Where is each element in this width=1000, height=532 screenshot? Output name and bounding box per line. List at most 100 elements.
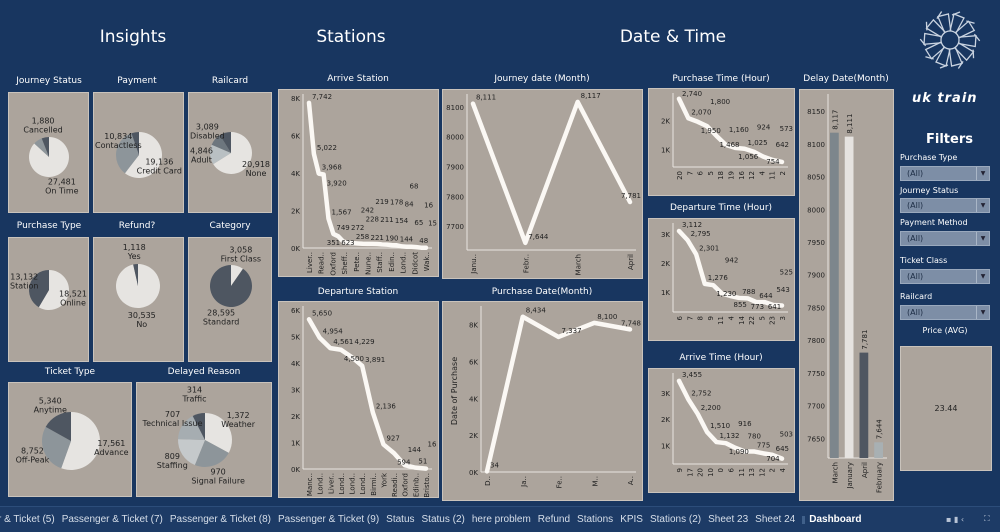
data-point[interactable] bbox=[763, 300, 767, 304]
tab-here-problem[interactable]: here problem bbox=[471, 514, 531, 525]
pie-slice[interactable] bbox=[205, 413, 232, 453]
pie-slice[interactable] bbox=[210, 144, 231, 165]
tab-status-2[interactable]: Status (2) bbox=[421, 514, 465, 525]
arrive-time-chart[interactable]: 1K 2K 3K 9 17 20 10 0 6 11 13 12 2 4 3,455 2,752 2,200 1,… bbox=[648, 368, 795, 493]
series-line[interactable] bbox=[306, 317, 429, 471]
tab-sheet-23[interactable]: Sheet 23 bbox=[708, 514, 749, 525]
pie-slice[interactable] bbox=[42, 426, 71, 469]
data-point[interactable] bbox=[523, 241, 527, 245]
data-point[interactable] bbox=[403, 463, 407, 467]
data-point[interactable] bbox=[346, 241, 350, 245]
data-point[interactable] bbox=[677, 229, 681, 233]
series-line[interactable] bbox=[676, 96, 785, 165]
data-point[interactable] bbox=[380, 242, 384, 246]
pie-slice[interactable] bbox=[231, 265, 243, 286]
data-point[interactable] bbox=[696, 412, 700, 416]
data-point[interactable] bbox=[341, 239, 345, 243]
data-point[interactable] bbox=[351, 241, 355, 245]
data-point[interactable] bbox=[385, 243, 389, 247]
data-point[interactable] bbox=[392, 451, 396, 455]
tab-dashboard[interactable]: Dashboard bbox=[809, 514, 862, 525]
data-point[interactable] bbox=[780, 457, 784, 461]
data-point[interactable] bbox=[361, 242, 365, 246]
data-point[interactable] bbox=[628, 200, 632, 204]
data-point[interactable] bbox=[754, 300, 758, 304]
data-point[interactable] bbox=[705, 430, 709, 434]
pie-slice[interactable] bbox=[213, 132, 252, 174]
data-point[interactable] bbox=[737, 296, 741, 300]
pie-slice[interactable] bbox=[61, 412, 100, 470]
data-point[interactable] bbox=[761, 451, 765, 455]
data-point[interactable] bbox=[686, 238, 690, 242]
data-point[interactable] bbox=[360, 364, 364, 368]
data-point[interactable] bbox=[521, 315, 525, 319]
bar[interactable] bbox=[874, 442, 883, 458]
arrive-station-chart[interactable]: 0K 2K 4K 6K 8K Liver.. Read.. Oxford Sheff.. Pete… bbox=[278, 89, 439, 277]
pie-slice[interactable] bbox=[34, 138, 49, 157]
data-point[interactable] bbox=[724, 143, 728, 147]
data-point[interactable] bbox=[576, 100, 580, 104]
data-point[interactable] bbox=[677, 97, 681, 101]
data-point[interactable] bbox=[381, 442, 385, 446]
data-point[interactable] bbox=[714, 440, 718, 444]
pie-slice[interactable] bbox=[116, 133, 139, 174]
bar[interactable] bbox=[859, 352, 869, 458]
data-point[interactable] bbox=[592, 321, 596, 325]
category-pie[interactable]: 3,058 First Class 28,595 Standard bbox=[188, 237, 272, 362]
pie-slice[interactable] bbox=[178, 415, 205, 440]
series-line[interactable] bbox=[484, 314, 633, 474]
data-point[interactable] bbox=[424, 246, 428, 250]
payment-pie[interactable]: 19,136 Credit Card 10,834 Contactless bbox=[93, 92, 184, 213]
data-point[interactable] bbox=[714, 134, 718, 138]
purchase-time-chart[interactable]: 1K 2K 20 7 6 5 18 19 16 12 4 11 2 2,740 2,070 1,950 1,80… bbox=[648, 88, 795, 196]
data-point[interactable] bbox=[336, 234, 340, 238]
pie-slice[interactable] bbox=[178, 439, 205, 466]
data-point[interactable] bbox=[694, 252, 698, 256]
bar[interactable] bbox=[830, 132, 839, 458]
data-point[interactable] bbox=[771, 453, 775, 457]
data-point[interactable] bbox=[743, 147, 747, 151]
journey-status-filter[interactable]: (All) ▼ bbox=[900, 198, 990, 213]
ticket-type-pie[interactable]: 17,561 Advance 8,752 Off-Peak 5,340 Anytime bbox=[8, 382, 132, 497]
data-point[interactable] bbox=[780, 160, 784, 164]
data-point[interactable] bbox=[696, 120, 700, 124]
data-point[interactable] bbox=[771, 303, 775, 307]
chevron-down-icon[interactable]: ▼ bbox=[976, 167, 989, 180]
pie-slice[interactable] bbox=[219, 132, 231, 153]
data-point[interactable] bbox=[485, 469, 489, 473]
purchase-date-chart[interactable]: 0K 2K 4K 6K 8K Date of Purchase D.. Ja.. Fe.. M..… bbox=[442, 301, 643, 501]
chevron-down-icon[interactable]: ▼ bbox=[976, 306, 989, 319]
data-point[interactable] bbox=[366, 242, 369, 246]
data-point[interactable] bbox=[371, 410, 375, 414]
payment-method-filter[interactable]: (All) ▼ bbox=[900, 231, 990, 246]
railcard-filter[interactable]: (All) ▼ bbox=[900, 305, 990, 320]
purchase-type-filter[interactable]: (All) ▼ bbox=[900, 166, 990, 181]
data-point[interactable] bbox=[419, 246, 423, 250]
data-point[interactable] bbox=[705, 124, 709, 128]
series-line[interactable] bbox=[676, 378, 785, 461]
data-point[interactable] bbox=[339, 348, 343, 352]
data-point[interactable] bbox=[307, 317, 311, 321]
pie-slice[interactable] bbox=[45, 412, 71, 441]
data-point[interactable] bbox=[686, 397, 690, 401]
delay-date-bar-chart[interactable]: 7650 7700 7750 7800 7850 7900 7950 8000 8050 8100… bbox=[799, 89, 894, 501]
data-point[interactable] bbox=[733, 146, 737, 150]
data-point[interactable] bbox=[677, 379, 681, 383]
data-point[interactable] bbox=[414, 245, 418, 249]
data-point[interactable] bbox=[317, 172, 321, 176]
data-point[interactable] bbox=[331, 232, 335, 236]
railcard-pie[interactable]: 20,918 None 4,846 Adult 3,089 Disabled bbox=[188, 92, 272, 213]
data-point[interactable] bbox=[703, 282, 707, 286]
pie-slice[interactable] bbox=[210, 265, 252, 307]
data-point[interactable] bbox=[307, 101, 311, 105]
fullscreen-icon[interactable]: ⛶ bbox=[984, 514, 990, 523]
ticket-class-filter[interactable]: (All) ▼ bbox=[900, 269, 990, 284]
chevron-down-icon[interactable]: ▼ bbox=[976, 232, 989, 245]
purchase-type-pie[interactable]: 18,521 Online 13,132 Station bbox=[8, 237, 89, 362]
data-point[interactable] bbox=[752, 449, 756, 453]
tab-passenger-ticket-8[interactable]: Passenger & Ticket (8) bbox=[169, 514, 271, 525]
data-point[interactable] bbox=[711, 283, 715, 287]
data-point[interactable] bbox=[724, 441, 728, 445]
bar[interactable] bbox=[844, 136, 854, 459]
data-point[interactable] bbox=[395, 243, 399, 247]
